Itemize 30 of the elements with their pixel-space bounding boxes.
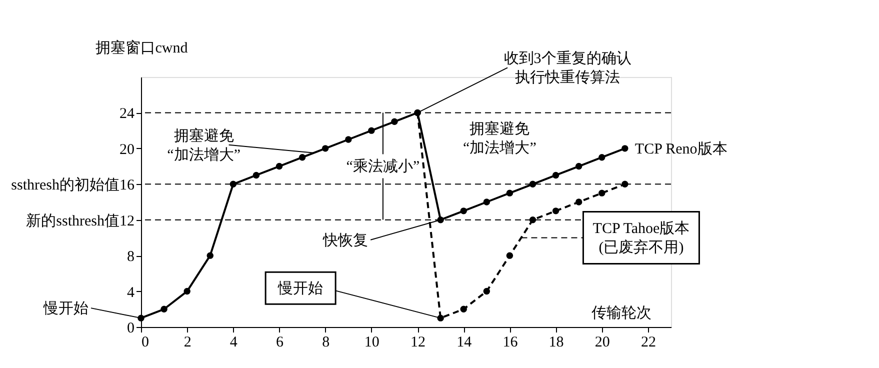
y-tick-label: 24	[120, 106, 135, 122]
y-tick-label: 20	[120, 142, 134, 158]
annotation: 拥塞避免“加法增大”	[463, 120, 536, 157]
annotation: “乘法减小”	[346, 158, 420, 176]
annotation: 快恢复	[322, 232, 368, 249]
annotation: 慢开始	[277, 280, 324, 298]
x-tick-label: 10	[364, 334, 380, 350]
annotation: 收到3个重复的确认执行快重传算法	[504, 50, 632, 86]
x-tick-label: 0	[142, 334, 149, 350]
x-tick-label: 14	[456, 334, 472, 350]
x-axis-title: 传输轮次	[592, 304, 652, 322]
y-tick-label: ssthresh的初始值16	[11, 176, 135, 194]
series-label: TCP Reno版本	[634, 140, 728, 158]
x-tick-label: 12	[410, 334, 426, 350]
x-tick-label: 2	[184, 334, 192, 350]
x-tick-label: 8	[322, 334, 330, 350]
x-tick-label: 20	[594, 334, 610, 350]
x-tick-label: 4	[230, 334, 238, 350]
x-tick-label: 18	[548, 334, 564, 350]
x-tick-label: 6	[276, 334, 284, 350]
x-tick-label: 22	[640, 334, 656, 350]
legend-label: TCP Tahoe版本(已废弃不用)	[592, 220, 690, 256]
y-tick-label: 8	[127, 249, 134, 266]
x-tick-label: 16	[502, 334, 518, 350]
y-tick-label: 4	[127, 284, 135, 301]
annotation: 慢开始	[42, 300, 88, 318]
annotation: 拥塞避免“加法增大”	[167, 127, 240, 164]
y-tick-label: 0	[127, 320, 134, 336]
y-axis-title: 拥塞窗口cwnd	[95, 40, 188, 56]
y-tick-label: 新的ssthresh值12	[26, 212, 134, 230]
